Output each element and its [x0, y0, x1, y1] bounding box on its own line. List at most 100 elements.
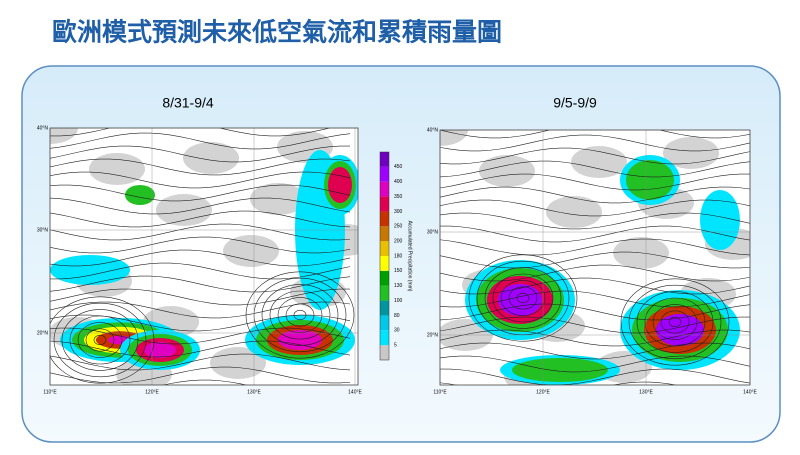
streamline — [440, 199, 750, 217]
rain-area — [626, 160, 674, 200]
colorbar-tick-label: 30 — [394, 328, 400, 334]
streamline — [440, 303, 750, 321]
map-frame — [49, 127, 359, 386]
streamline — [440, 355, 750, 373]
streamline — [440, 134, 750, 152]
streamline — [50, 353, 351, 371]
streamline — [50, 249, 351, 267]
colorbar-swatch — [380, 166, 389, 182]
vortex-streamline — [668, 316, 682, 328]
colorbar-tick-label: 200 — [394, 238, 403, 244]
colorbar-title: Accumulated Precipitation (mm) — [407, 221, 413, 292]
colorbar-tick-label: 5 — [394, 342, 397, 348]
vortex-streamline — [620, 278, 730, 366]
lat-label: 40°N — [37, 125, 49, 131]
streamline — [50, 171, 351, 189]
streamline — [440, 342, 750, 360]
colorbar-swatch — [380, 226, 389, 242]
colorbar-tick-label: 350 — [394, 194, 403, 200]
slide-title: 歐洲模式預測未來低空氣流和累積雨量圖 — [52, 18, 502, 47]
streamline — [50, 197, 351, 215]
lon-label: 110°E — [433, 389, 447, 395]
streamline — [50, 158, 351, 176]
vortex-streamline — [53, 302, 147, 378]
map — [50, 128, 358, 385]
map — [440, 130, 750, 385]
colorbar-swatch — [380, 256, 389, 271]
vortex-streamline — [508, 286, 538, 310]
streamline — [440, 238, 750, 256]
streamline — [50, 275, 351, 293]
colorbar-tick-label: 450 — [394, 164, 403, 170]
lat-label: 20°N — [37, 330, 49, 336]
colorbar-swatch — [380, 330, 389, 346]
vortex-streamline — [468, 254, 578, 342]
vortex-streamline — [636, 291, 714, 353]
vortex-streamline — [69, 315, 131, 365]
lat-label: 30°N — [37, 227, 49, 233]
vortex-streamline — [277, 297, 323, 333]
period-label: 8/31-9/4 — [162, 95, 214, 111]
colorbar-swatch — [380, 181, 389, 197]
streamline — [440, 316, 750, 334]
streamline — [50, 223, 351, 241]
rain-area — [144, 342, 176, 358]
streamline — [50, 128, 332, 137]
vortex-streamline — [652, 304, 698, 340]
colorbar-swatch — [380, 196, 389, 212]
lat-label: 30°N — [427, 229, 439, 235]
streamline — [50, 366, 351, 384]
vortex-streamline — [245, 271, 355, 359]
colorbar-swatch — [380, 152, 389, 167]
streamline — [50, 132, 351, 150]
colorbar-tick-label: 250 — [394, 224, 403, 230]
rain-area — [328, 167, 352, 203]
streamline — [440, 173, 750, 191]
no-rain-area — [546, 196, 602, 228]
vortex-streamline — [492, 273, 554, 323]
vortex-streamline — [261, 284, 339, 346]
streamline — [50, 340, 351, 358]
no-rain-area — [210, 347, 266, 379]
lon-label: 140°E — [348, 389, 362, 395]
vortex-streamline — [85, 328, 115, 352]
vortex-streamline — [61, 309, 139, 371]
streamline — [50, 184, 351, 202]
rain-area — [700, 190, 740, 250]
no-rain-area — [440, 130, 468, 146]
no-rain-area — [223, 235, 279, 267]
period-label: 9/5-9/9 — [553, 95, 597, 111]
no-rain-area — [571, 146, 627, 178]
no-rain-area — [89, 153, 145, 185]
vortex-streamline — [77, 322, 123, 358]
colorbar-swatch — [380, 270, 389, 286]
lon-label: 120°E — [536, 389, 550, 395]
no-rain-area — [156, 194, 212, 226]
colorbar-swatch — [380, 241, 389, 256]
vortex-streamline — [293, 309, 307, 321]
lat-label: 40°N — [427, 127, 439, 133]
rain-area — [656, 314, 704, 346]
streamline — [50, 145, 351, 163]
streamline — [50, 262, 351, 280]
colorbar-tick-label: 130 — [394, 283, 403, 289]
rain-area — [50, 255, 130, 285]
colorbar-swatch — [380, 315, 389, 331]
lon-label: 140°E — [743, 389, 757, 395]
streamline — [440, 251, 750, 269]
streamline — [440, 130, 750, 139]
colorbar-tick-label: 80 — [394, 313, 400, 319]
lon-label: 130°E — [639, 389, 653, 395]
streamline — [440, 147, 750, 165]
colorbar-swatch — [380, 300, 389, 316]
vortex-streamline — [660, 310, 690, 334]
colorbar: 5 30 80 100 130 150 180 200 250 300 350 400 450 Accum… — [379, 151, 413, 361]
colorbar-tick-label: 300 — [394, 209, 403, 215]
lon-label: 120°E — [145, 389, 159, 395]
colorbar-frame — [379, 151, 390, 361]
colorbar-tick-label: 100 — [394, 298, 403, 304]
colorbar-swatch — [380, 211, 389, 227]
streamline — [50, 210, 351, 228]
vortex-streamline — [500, 280, 546, 316]
